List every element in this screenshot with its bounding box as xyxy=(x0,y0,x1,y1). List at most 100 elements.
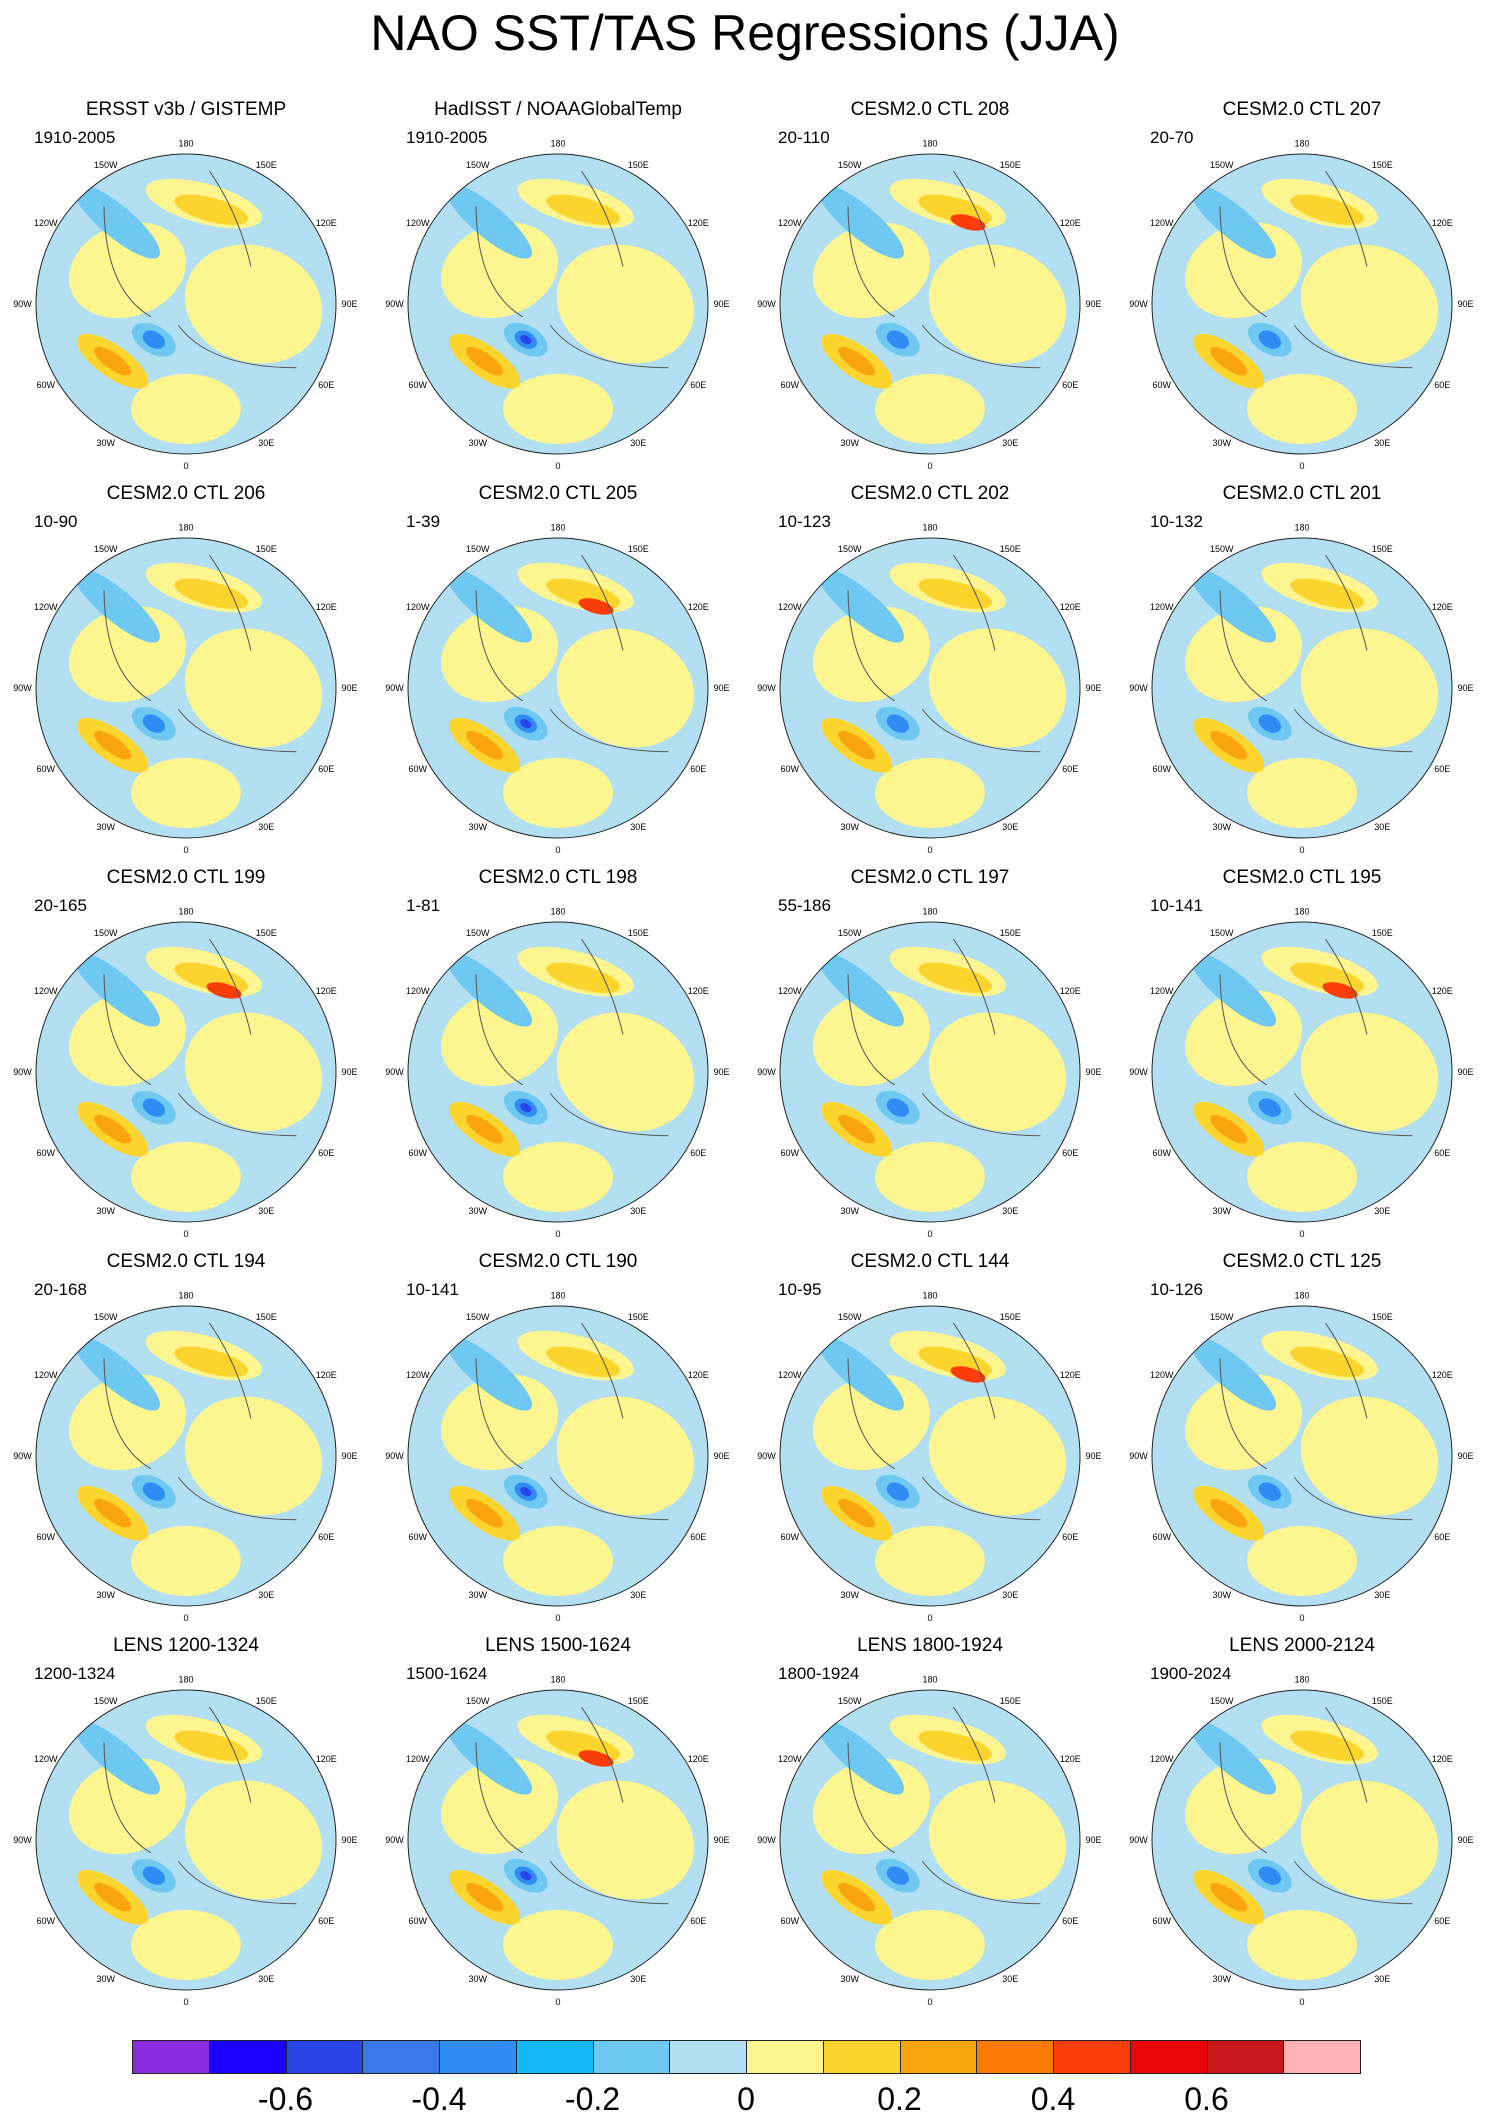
anomaly-patch xyxy=(838,1499,876,1528)
coastline xyxy=(1219,1706,1413,1905)
longitude-label: 120E xyxy=(1060,1370,1081,1380)
longitude-label: 30W xyxy=(468,438,487,448)
longitude-label: 150W xyxy=(838,1696,862,1706)
anomaly-patch xyxy=(1300,628,1439,748)
longitude-label: 90W xyxy=(385,1451,404,1461)
longitude-label: 60E xyxy=(1434,380,1450,390)
coastline xyxy=(1219,938,1413,1137)
panel-title: CESM2.0 CTL 197 xyxy=(850,867,1010,888)
longitude-label: 150E xyxy=(1000,544,1021,554)
longitude-label: 120W xyxy=(778,218,802,228)
map-panel: CESM2.0 CTL 190 180 150E 120E 90E 60E 30E 0 30W 6… xyxy=(372,1250,744,1634)
map-panel: CESM2.0 CTL 199 180 150E 120E 90E 60E 30E 0 30W 6… xyxy=(0,866,372,1250)
longitude-label: 120E xyxy=(316,602,337,612)
anomaly-patch xyxy=(918,962,993,994)
anomaly-patch xyxy=(928,628,1067,748)
coastline xyxy=(847,1706,1041,1905)
longitude-label: 150E xyxy=(1000,1312,1021,1322)
colorbar-tick-label: -0.6 xyxy=(257,2081,314,2117)
polar-map: 180 150E 120E 90E 60E 30E 0 30W 60W 90W 120W 150W xyxy=(1129,523,1473,856)
longitude-label: 60E xyxy=(1434,1916,1450,1926)
panel-title: LENS 1500-1624 xyxy=(485,1635,631,1656)
anomaly-patch xyxy=(556,244,695,364)
map-outline xyxy=(35,1689,337,1991)
panel-title: ERSST v3b / GISTEMP xyxy=(85,99,287,120)
longitude-label: 0 xyxy=(183,1997,188,2007)
anomaly-patch xyxy=(1322,982,1358,999)
longitude-label: 150E xyxy=(628,928,649,938)
longitude-label: 30W xyxy=(468,822,487,832)
longitude-label: 120W xyxy=(406,1754,430,1764)
panel-period: 1910-2005 xyxy=(34,128,116,147)
anomaly-patch xyxy=(174,578,249,610)
polar-map: 180 150E 120E 90E 60E 30E 0 30W 60W 90W 120W 150W xyxy=(385,1675,729,2008)
longitude-label: 0 xyxy=(555,1229,560,1239)
map-outline xyxy=(779,153,1081,455)
longitude-label: 30E xyxy=(630,1206,646,1216)
longitude-label: 180 xyxy=(178,1291,193,1301)
longitude-label: 60W xyxy=(408,1532,427,1542)
longitude-label: 90E xyxy=(1085,1451,1101,1461)
longitude-label: 120W xyxy=(1150,1754,1174,1764)
map-outline xyxy=(1151,1305,1453,1607)
map-outline xyxy=(407,537,709,839)
coastline xyxy=(103,170,297,369)
longitude-label: 30W xyxy=(1212,822,1231,832)
longitude-label: 90E xyxy=(1457,299,1473,309)
map-panel: LENS 2000-2124 180 150E 120E 90E 60E 30E 0 30W 60… xyxy=(1116,1634,1488,2018)
colorbar-swatch xyxy=(515,2040,594,2074)
anomaly-patch xyxy=(918,1730,993,1762)
longitude-label: 150W xyxy=(466,544,490,554)
colorbar-swatch xyxy=(592,2040,671,2074)
longitude-label: 90E xyxy=(1457,1835,1473,1845)
longitude-label: 150E xyxy=(256,544,277,554)
longitude-label: 150W xyxy=(838,544,862,554)
longitude-label: 30E xyxy=(258,1590,274,1600)
anomaly-patch xyxy=(73,183,160,259)
longitude-label: 0 xyxy=(555,845,560,855)
longitude-label: 60E xyxy=(690,1916,706,1926)
colorbar-tick-label: -0.2 xyxy=(564,2081,621,2117)
longitude-label: 90W xyxy=(757,1835,776,1845)
map-outline xyxy=(1151,153,1453,455)
longitude-label: 0 xyxy=(927,1229,932,1239)
longitude-label: 30E xyxy=(1374,438,1390,448)
longitude-label: 120W xyxy=(778,1754,802,1764)
panel-title: CESM2.0 CTL 144 xyxy=(850,1251,1010,1272)
anomaly-patch xyxy=(184,1780,323,1900)
polar-map: 180 150E 120E 90E 60E 30E 0 30W 60W 90W 120W 150W xyxy=(1129,1291,1473,1624)
map-outline xyxy=(35,537,337,839)
longitude-label: 150E xyxy=(1372,928,1393,938)
coastline xyxy=(475,938,669,1137)
anomaly-patch xyxy=(142,1098,166,1117)
anomaly-patch xyxy=(1247,374,1357,444)
anomaly-patch xyxy=(94,1499,132,1528)
longitude-label: 90E xyxy=(1085,299,1101,309)
longitude-label: 30E xyxy=(258,1206,274,1216)
longitude-label: 120W xyxy=(406,218,430,228)
anomaly-patch xyxy=(445,1335,532,1411)
longitude-label: 120E xyxy=(1060,602,1081,612)
colorbar-tick-label: 0.4 xyxy=(1030,2081,1076,2117)
longitude-label: 0 xyxy=(927,1613,932,1623)
map-panel: CESM2.0 CTL 208 180 150E 120E 90E 60E 30E 0 30W 6… xyxy=(744,98,1116,482)
panel-title: CESM2.0 CTL 208 xyxy=(850,99,1010,120)
longitude-label: 90W xyxy=(757,1067,776,1077)
longitude-label: 90E xyxy=(1457,683,1473,693)
colorbar: -0.6 -0.4 -0.2 0 0.2 0.4 0.6 xyxy=(132,2040,1361,2116)
longitude-label: 60W xyxy=(36,764,55,774)
map-panel: CESM2.0 CTL 195 180 150E 120E 90E 60E 30E 0 30W 6… xyxy=(1116,866,1488,1250)
longitude-label: 30W xyxy=(840,822,859,832)
longitude-label: 60W xyxy=(1152,764,1171,774)
map-outline xyxy=(1151,537,1453,839)
anomaly-patch xyxy=(520,335,532,345)
longitude-label: 90W xyxy=(1129,299,1148,309)
anomaly-patch xyxy=(94,731,132,760)
longitude-label: 120E xyxy=(316,1754,337,1764)
anomaly-patch xyxy=(1258,1866,1282,1885)
longitude-label: 0 xyxy=(555,1997,560,2007)
longitude-label: 120E xyxy=(688,1370,709,1380)
anomaly-patch xyxy=(1189,951,1276,1027)
anomaly-patch xyxy=(466,1883,504,1912)
longitude-label: 120W xyxy=(34,1370,58,1380)
